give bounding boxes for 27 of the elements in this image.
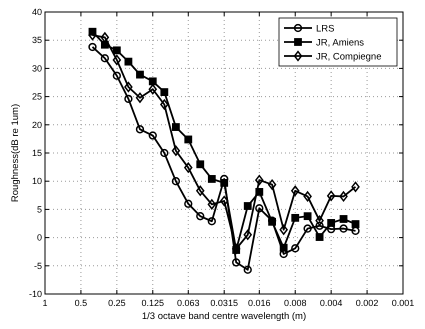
x-tick-label: 0.016 [248, 298, 271, 308]
x-tick-label: 1 [42, 298, 48, 308]
y-axis-title: Roughness(dB re 1um) [10, 104, 21, 202]
y-tick-label: -5 [34, 260, 42, 271]
y-tick-label: 0 [36, 232, 42, 243]
y-tick-label: 30 [32, 63, 42, 74]
x-tick-label: 0.125 [142, 298, 164, 308]
y-tick-label: 35 [32, 35, 42, 46]
x-axis-title: 1/3 octave band centre wavelength (m) [142, 311, 306, 322]
x-tick-label: 0.5 [74, 298, 88, 308]
y-tick-label: 20 [32, 120, 42, 130]
x-tick-label: 0.25 [108, 298, 126, 308]
y-tick-label: -10 [28, 289, 42, 299]
x-tick-label: 0.0315 [210, 298, 238, 308]
y-tick-label: 40 [32, 7, 42, 17]
legend-label: LRS [316, 24, 334, 34]
y-tick-label: 5 [36, 204, 42, 214]
x-tick-label: 0.001 [392, 298, 414, 308]
legend-label: JR, Compiegne [316, 52, 382, 62]
x-tick-label: 0.008 [284, 298, 306, 308]
x-tick-label: 0.004 [320, 298, 342, 308]
x-tick-label: 0.002 [356, 298, 378, 308]
y-tick-label: 10 [32, 176, 42, 186]
x-tick-label: 0.063 [177, 298, 200, 308]
y-tick-label: 25 [32, 92, 42, 102]
legend-label: JR, Amiens [316, 38, 364, 48]
y-tick-label: 15 [32, 148, 42, 158]
